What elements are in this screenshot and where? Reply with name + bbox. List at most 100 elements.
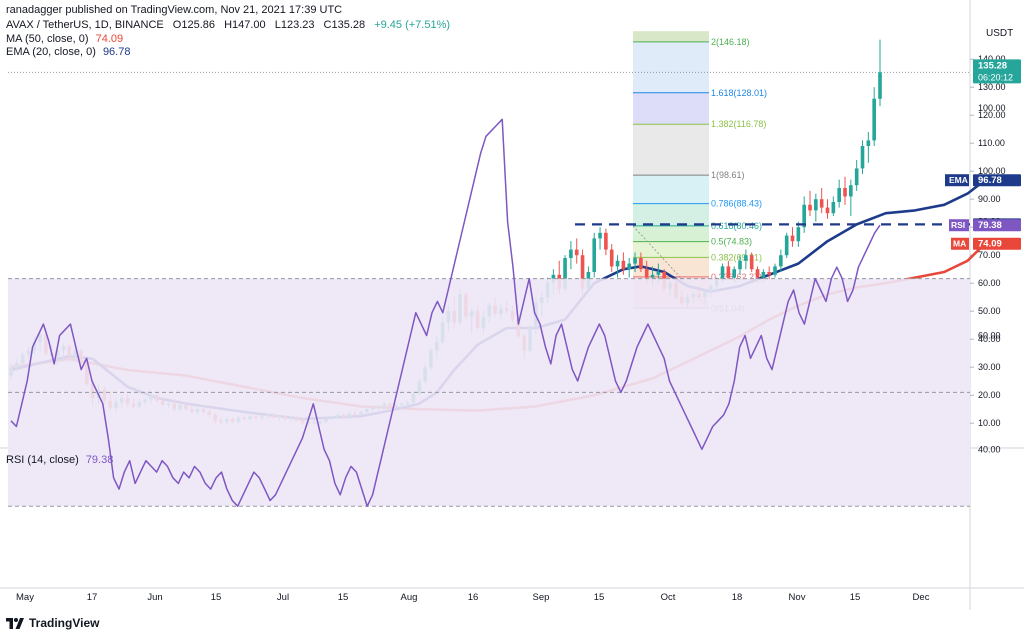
fib-level-label: 2(146.18) [711,37,750,47]
ma-legend[interactable]: MA (50, close, 0) 74.09 [6,33,123,46]
fib-zone [633,203,709,226]
candle-body [872,98,876,141]
time-axis-label: Nov [789,592,806,603]
candle-body [609,249,614,267]
price-axis-tick-label: 100.00 [978,166,1006,176]
tradingview-logo-icon [6,617,24,629]
time-axis-label: Sep [533,592,550,603]
rsi-legend[interactable]: RSI (14, close) 79.38 [6,454,113,467]
high-value: H147.00 [224,19,266,31]
fib-zone [633,175,709,204]
fib-zone [633,92,709,125]
ema-legend[interactable]: EMA (20, close, 0) 96.78 [6,46,130,59]
price-axis-tick-label: 20.00 [978,390,1001,400]
tradingview-logo-text: TradingView [29,616,100,630]
candle-body [761,272,766,278]
time-axis-label: 18 [732,592,743,603]
candle-body [633,258,637,264]
fib-zone [633,31,709,42]
price-axis-tick-label: 50.00 [978,306,1001,316]
tradingview-logo[interactable]: TradingView [6,616,99,630]
symbol-row: AVAX / TetherUS, 1D, BINANCE O125.86 H14… [6,19,450,32]
candle-body [796,227,801,242]
ma-tag [951,237,969,250]
ema-legend-label: EMA (20, close, 0) [6,46,96,58]
price-axis-tick-label: 40.00 [978,334,1001,344]
candle-body [598,232,602,239]
candle-body [790,235,795,242]
close-value: C135.28 [323,19,366,31]
fib-level-label: 0.618(80.46) [711,221,762,231]
candle-body [720,266,725,281]
price-label-current-text: 135.28 [978,60,1007,71]
price-label-ma-text: 74.09 [978,239,1002,250]
candle-body [621,260,626,270]
price-label-current-countdown: 06:20:12 [978,72,1013,82]
price-label-ema-bg [973,174,1021,187]
publisher-caption: ranadagger published on TradingView.com,… [6,4,342,17]
price-label-ema: 96.78 [973,174,1021,187]
candle-body [808,204,812,211]
time-axis-label: Jul [277,592,289,603]
candle-body [569,249,573,258]
candle-body [604,232,608,250]
candle-body [592,238,597,272]
fib-zone [633,41,709,93]
candle-body [615,260,620,267]
rsi-tag [949,219,969,232]
candle-body [738,260,742,270]
fib-level-label: 0.5(74.83) [711,237,752,247]
candle-body [825,207,830,214]
candle-body [860,146,865,169]
candle-body [563,258,567,289]
time-axis-label: 16 [468,592,479,603]
currency-label: USDT [986,27,1013,40]
fib-level-label: 0.382(69.21) [711,252,762,262]
candle-body [755,269,760,278]
time-axis-label: May [16,592,34,603]
rsi-axis-tick-label: 60.00 [978,331,1001,341]
rsi-price-label: 79.38 [973,219,1021,232]
candle-body [866,140,871,146]
fib-level-label: 1.618(128.01) [711,88,767,98]
candle-body [767,272,771,275]
rsi-band [8,278,970,507]
candle-body [849,185,853,197]
time-axis-label: 15 [594,592,605,603]
fib-level-label: 0.236(62.27) [711,272,762,282]
price-axis-tick-label: 140.00 [978,54,1006,64]
symbol-text[interactable]: AVAX / TetherUS, 1D, BINANCE [6,19,164,31]
candle-body [749,255,754,270]
price-axis-tick-label: 10.00 [978,418,1001,428]
candle-body [802,204,806,228]
ema-tag-text: EMA [949,175,968,185]
time-axis-label: 15 [850,592,861,603]
rsi-legend-value: 79.38 [85,454,114,466]
rsi-axis-tick-label: 100.00 [978,103,1006,113]
fib-zone [633,124,709,176]
candle-body [779,255,783,267]
candle-body [726,266,731,278]
candle-body [744,255,748,261]
time-axis-label: 15 [211,592,222,603]
ma-legend-value: 74.09 [95,33,124,45]
price-axis-tick-label: 110.00 [978,138,1005,148]
time-axis-label: 17 [87,592,98,603]
candle-body [878,72,882,99]
price-axis-tick-label: 30.00 [978,362,1001,372]
candle-body [627,263,632,270]
fib-level-label: 0.786(88.43) [711,199,762,209]
fib-level-label: 1.382(116.78) [711,119,766,129]
fib-level-label: 1(98.61) [711,170,745,180]
price-axis-tick-label: 70.00 [978,250,1001,260]
publisher-text: ranadagger published on TradingView.com,… [6,4,343,16]
price-label-ema-text: 96.78 [978,175,1002,186]
rsi-legend-label: RSI (14, close) [6,454,79,466]
price-axis-tick-label: 130.00 [978,82,1006,92]
candle-body [843,188,847,197]
candle-body [837,188,841,202]
price-label-current-bg [973,59,1021,84]
